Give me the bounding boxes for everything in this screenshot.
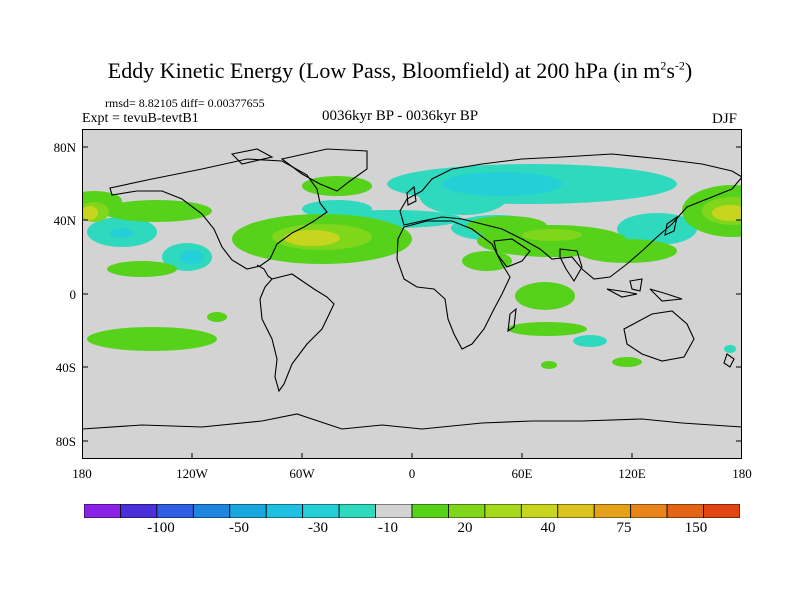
colorbar-swatch	[630, 504, 668, 518]
colorbar-swatch	[192, 504, 231, 518]
map-plot	[82, 129, 742, 459]
anomaly-fields	[82, 164, 742, 369]
coastlines	[82, 148, 742, 430]
lat-tick-label: 40S	[55, 360, 76, 375]
period-label: 0036kyr BP - 0036kyr BP	[322, 108, 479, 124]
colorbar-swatch	[156, 504, 194, 518]
colorbar-swatch	[411, 504, 449, 518]
colorbar	[84, 504, 740, 518]
colorbar-swatch	[520, 504, 559, 518]
colorbar-swatch	[229, 504, 267, 518]
colorbar-swatch	[557, 504, 595, 518]
lat-tick-label: 0	[69, 287, 77, 302]
colorbar-swatch	[484, 504, 522, 518]
colorbar-swatch	[265, 504, 304, 518]
colorbar-label: 150	[684, 520, 708, 536]
lat-tick-label: 80N	[53, 140, 76, 155]
colorbar-swatch	[120, 504, 158, 518]
colorbar-swatch	[338, 504, 376, 518]
colorbar-label: -30	[308, 520, 328, 536]
lon-tick-label: 60W	[289, 466, 315, 481]
lon-tick-label: 120E	[618, 466, 646, 481]
lon-tick-label: 0	[408, 466, 416, 481]
lat-tick-label: 40N	[53, 213, 76, 228]
colorbar-label: -100	[147, 520, 175, 536]
colorbar-swatch	[302, 504, 340, 518]
colorbar-swatch	[448, 504, 486, 518]
lon-tick-label: 180	[732, 466, 752, 481]
lat-tick-label: 80S	[55, 434, 76, 449]
colorbar-swatch	[593, 504, 632, 518]
colorbar-swatch	[666, 504, 704, 518]
colorbar-label: 40	[540, 520, 556, 536]
colorbar-label: -50	[229, 520, 249, 536]
season-label: DJF	[712, 111, 738, 127]
colorbar-label: 20	[457, 520, 473, 536]
colorbar-swatch	[375, 504, 413, 518]
experiment-label: Expt = tevuB-tevtB1	[82, 111, 199, 126]
lon-tick-label: 180	[72, 466, 92, 481]
lon-tick-label: 60E	[511, 466, 533, 481]
lon-tick-label: 120W	[176, 466, 208, 481]
stats-label: rmsd= 8.82105 diff= 0.00377655	[105, 96, 265, 110]
colorbar-swatch	[703, 504, 740, 518]
colorbar-label: -10	[378, 520, 398, 536]
plot-title: Eddy Kinetic Energy (Low Pass, Bloomfiel…	[107, 58, 693, 83]
colorbar-swatch	[84, 504, 121, 518]
axis-ticks	[82, 146, 742, 459]
colorbar-label: 75	[616, 520, 632, 536]
